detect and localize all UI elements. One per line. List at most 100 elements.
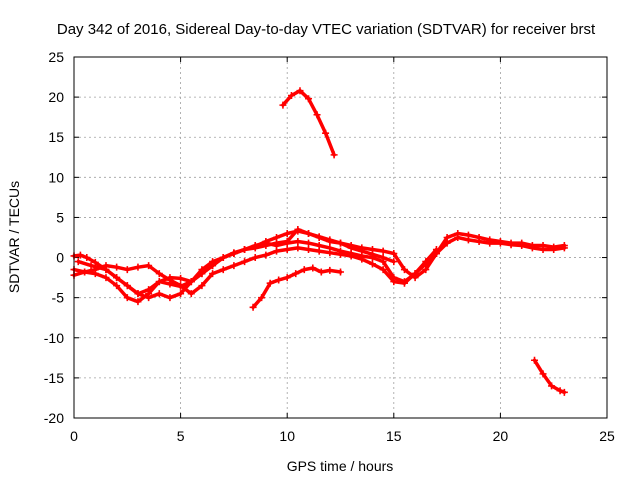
data-point [198,266,206,274]
y-tick-label: 0 [56,250,64,266]
data-point [283,274,291,282]
data-point [76,251,84,259]
data-point [241,258,249,266]
data-point [155,278,163,286]
data-point [155,290,163,298]
y-tick-label: 5 [56,209,64,225]
data-point [91,258,99,266]
data-point [134,263,142,271]
data-point [134,298,142,306]
data-point [539,242,547,250]
y-tick-label: 25 [48,49,64,65]
x-tick-label: 25 [599,428,615,444]
data-point [113,263,121,271]
data-point [83,254,91,262]
data-point [518,239,526,247]
data-point [486,236,494,244]
data-point [262,242,270,250]
y-tick-label: 20 [48,89,64,105]
data-point [145,294,153,302]
y-axis-label: SDTVAR / TECUs [6,181,22,293]
data-point [187,290,195,298]
x-tick-label: 0 [70,428,78,444]
x-tick-label: 5 [177,428,185,444]
data-point [102,274,110,282]
data-point [219,254,227,262]
data-point [155,270,163,278]
data-point [87,262,95,270]
data-point [81,268,89,276]
data-point [315,247,323,255]
data-point [443,234,451,241]
data-point [209,258,217,266]
data-point [258,294,266,302]
data-point [113,274,121,282]
data-point [113,282,121,290]
data-point [262,251,270,259]
data-point [337,268,344,276]
data-point [309,264,317,272]
data-point [358,255,366,263]
data-point [187,278,195,286]
y-tick-label: 10 [48,169,64,185]
data-point [177,274,185,282]
data-point [539,370,547,378]
data-point [496,238,504,246]
data-point [322,129,330,137]
data-point [294,238,302,246]
data-point [368,254,376,262]
data-point [273,239,281,247]
data-series [70,87,568,396]
data-point [198,282,206,290]
y-tick-label: -20 [44,410,64,426]
data-point [368,260,376,268]
data-point [305,95,313,103]
data-point [74,258,82,266]
data-point [326,238,334,246]
data-point [454,229,462,237]
data-point [230,262,238,270]
data-point [294,225,302,233]
data-point [347,252,355,260]
data-point [400,279,408,287]
data-point [390,250,398,258]
data-point [550,243,558,251]
grid [74,57,607,418]
data-point [379,266,387,274]
series-line-s4 [76,227,567,300]
data-point [390,278,398,286]
data-point [432,250,440,258]
data-point [287,92,295,100]
data-point [347,242,355,250]
data-point [251,254,259,262]
plot-frame [73,56,608,419]
data-point [313,111,321,119]
y-tick-label: -5 [52,290,65,306]
data-point [283,229,291,237]
data-point [400,266,408,274]
data-point [531,356,539,364]
data-point [315,234,323,241]
x-tick-label: 20 [493,428,509,444]
data-point [422,266,430,274]
data-point [296,87,304,95]
data-point [475,234,483,241]
x-tick-label: 15 [386,428,402,444]
data-point [379,258,387,266]
data-point [507,239,515,247]
data-point [275,276,283,284]
data-point [266,279,274,287]
y-tick-label: -15 [44,370,64,386]
y-tick-label: -10 [44,330,64,346]
data-point [283,238,291,246]
data-point [528,242,536,250]
data-point [123,294,131,302]
data-point [166,276,174,284]
data-point [279,101,287,109]
data-point [123,282,131,290]
data-point [560,242,568,250]
data-point [368,246,376,254]
data-point [294,244,302,252]
data-point [123,266,131,274]
